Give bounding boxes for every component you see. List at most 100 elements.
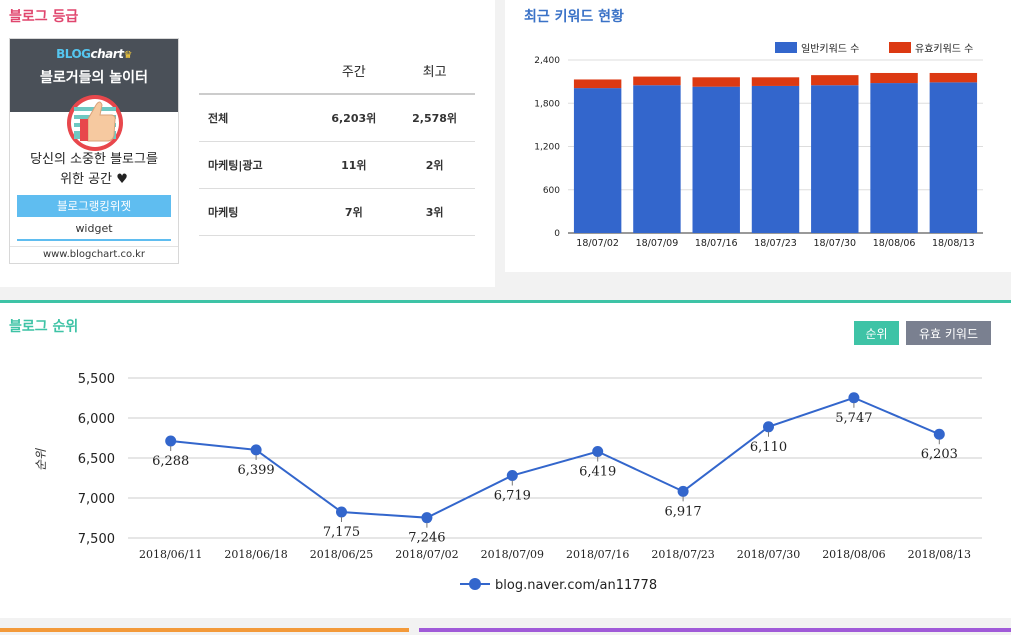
blog-grade-title: 블로그 등급	[9, 9, 79, 25]
rank-point[interactable]	[421, 512, 433, 524]
x-tick-label: 2018/07/23	[651, 548, 714, 561]
x-tick-label: 18/07/23	[754, 238, 797, 249]
bar-valid[interactable]	[692, 77, 740, 87]
blog-ranking-widget-button[interactable]: 블로그랭킹위젯	[17, 195, 171, 217]
bottom-accent-bar-purple	[419, 628, 1011, 632]
crown-icon: ♛	[123, 50, 132, 61]
x-tick-label: 2018/06/25	[310, 548, 373, 561]
rank-point[interactable]	[165, 435, 177, 447]
bar-valid[interactable]	[929, 72, 978, 83]
bar-general[interactable]	[573, 88, 622, 233]
y-tick-label: 2,400	[534, 56, 560, 66]
bar-general[interactable]	[811, 85, 859, 234]
y-tick-label: 1,800	[534, 99, 560, 109]
row-best: 2,578위	[394, 94, 475, 142]
row-weekly: 6,203위	[313, 94, 395, 142]
row-name: 마케팅|광고	[199, 141, 314, 189]
rank-point[interactable]	[250, 444, 262, 456]
x-tick-label: 18/07/02	[576, 238, 619, 249]
rank-point[interactable]	[336, 506, 347, 518]
bar-valid[interactable]	[633, 76, 681, 86]
x-tick-label: 2018/08/06	[822, 548, 885, 561]
bottom-accent-bar-orange	[0, 628, 409, 632]
x-tick-label: 2018/06/11	[139, 548, 202, 561]
rank-y-axis-label: 순위	[34, 448, 48, 471]
blog-rank-panel: 블로그 순위 순위 유효 키워드 5,500 6,000 6,500 7,000 7,5…	[0, 300, 1011, 618]
x-tick-label: 2018/08/13	[908, 548, 971, 561]
rank-data-label: 6,110	[750, 440, 787, 455]
bar-general[interactable]	[870, 83, 918, 233]
blogchart-widget[interactable]: BLOGchart♛ 블로거들의 놀이터 당신의 소중한 블로그를 위한 공간 …	[9, 38, 179, 264]
row-name: 마케팅	[199, 188, 314, 236]
rank-tab-button[interactable]: 순위	[854, 321, 899, 345]
rank-data-label: 5,747	[835, 411, 872, 426]
row-best: 3위	[394, 188, 475, 236]
widget-desc-line1: 당신의 소중한 블로그를	[30, 152, 158, 167]
legend-valid-swatch	[889, 42, 911, 53]
widget-label: widget	[17, 220, 171, 241]
y-tick-label: 5,500	[78, 372, 115, 387]
thumbs-up-icon	[67, 95, 123, 151]
bar-general[interactable]	[751, 85, 800, 233]
x-tick-label: 2018/07/02	[395, 548, 458, 561]
y-tick-label: 6,500	[78, 452, 115, 467]
widget-desc-line2: 위한 공간 ♥	[60, 172, 128, 187]
row-best: 2위	[394, 141, 475, 189]
widget-url[interactable]: www.blogchart.co.kr	[10, 246, 178, 260]
legend-general-label: 일반키워드 수	[801, 42, 859, 55]
bar-valid[interactable]	[573, 79, 622, 89]
x-tick-label: 18/08/13	[932, 238, 975, 249]
bar-general[interactable]	[692, 86, 740, 233]
blogchart-logo: BLOGchart♛	[10, 47, 178, 61]
bar-general[interactable]	[633, 85, 681, 234]
rank-data-label: 7,246	[408, 531, 445, 546]
row-weekly: 11위	[313, 141, 395, 189]
keyword-status-panel: 최근 키워드 현황 0 600 1,200 1,800 2,400 18/07/02 18…	[505, 0, 1011, 272]
rank-point[interactable]	[677, 485, 689, 497]
y-tick-label: 7,500	[78, 532, 115, 547]
rank-point[interactable]	[848, 392, 860, 404]
header-best: 최고	[394, 48, 475, 95]
valid-keyword-tab-button[interactable]: 유효 키워드	[906, 321, 991, 345]
widget-tagline: 블로거들의 놀이터	[40, 70, 148, 86]
legend-series-label[interactable]: blog.naver.com/an11778	[495, 578, 657, 593]
x-tick-label: 18/08/06	[873, 238, 916, 249]
rank-point[interactable]	[933, 428, 945, 440]
legend-valid-label: 유효키워드 수	[915, 42, 973, 55]
blog-grade-panel: 블로그 등급 BLOGchart♛ 블로거들의 놀이터 당신의 소중한 블로그를…	[0, 0, 495, 287]
rank-point[interactable]	[592, 446, 604, 458]
rank-series-line	[170, 396, 940, 519]
rank-data-label: 6,917	[664, 504, 701, 519]
bar-valid[interactable]	[751, 77, 800, 86]
x-tick-label: 2018/07/30	[737, 548, 800, 561]
rank-data-label: 6,203	[921, 447, 958, 462]
row-name: 전체	[199, 94, 314, 142]
row-weekly: 7위	[313, 188, 395, 236]
logo-blog-text: BLOG	[56, 47, 91, 61]
x-tick-label: 2018/06/18	[224, 548, 287, 561]
rank-line-chart: 5,500 6,000 6,500 7,000 7,500 순위 6,288 6,399 7…	[34, 372, 982, 593]
y-tick-label: 1,200	[534, 143, 560, 153]
x-tick-label: 18/07/16	[695, 238, 738, 249]
bar-general[interactable]	[929, 82, 978, 234]
rank-data-label: 7,175	[323, 525, 360, 540]
rank-data-label: 6,719	[494, 489, 531, 504]
x-tick-label: 18/07/30	[813, 238, 856, 249]
rank-point[interactable]	[506, 470, 518, 482]
table-row: 전체 6,203위 2,578위	[199, 94, 475, 142]
header-weekly: 주간	[313, 48, 395, 95]
x-tick-label: 18/07/09	[636, 238, 679, 249]
rank-point[interactable]	[763, 421, 774, 433]
grade-table-header: 주간 최고	[199, 48, 475, 95]
grade-table: 주간 최고 전체 6,203위 2,578위 마케팅|광고 11위 2위 마케팅…	[199, 48, 475, 236]
y-tick-label: 600	[543, 186, 560, 196]
y-tick-label: 7,000	[78, 492, 115, 507]
keyword-status-title: 최근 키워드 현황	[524, 9, 624, 25]
bar-valid[interactable]	[870, 72, 918, 84]
keyword-bar-chart: 0 600 1,200 1,800 2,400 18/07/02 18/07/09 18/0…	[534, 42, 983, 249]
legend-general-swatch	[775, 42, 797, 53]
rank-data-label: 6,288	[152, 454, 189, 469]
widget-description: 당신의 소중한 블로그를 위한 공간 ♥	[10, 150, 178, 190]
legend-marker	[469, 578, 481, 590]
bar-valid[interactable]	[811, 75, 859, 86]
